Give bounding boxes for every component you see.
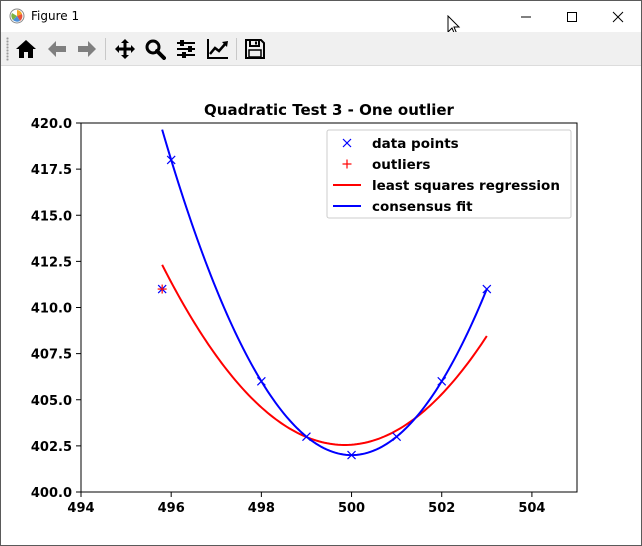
y-tick-label: 417.5: [31, 163, 72, 178]
legend: data points outliers least squares regress…: [326, 129, 572, 219]
data-point-marker: [482, 284, 492, 294]
subplots-button[interactable]: [173, 36, 199, 62]
toolbar-separator: [105, 38, 106, 60]
legend-label: least squares regression: [372, 178, 560, 194]
toolbar-grip[interactable]: [6, 37, 9, 61]
save-icon: [245, 39, 265, 59]
navigation-toolbar: [1, 32, 641, 66]
outlier-marker: [157, 284, 167, 294]
title-bar: Figure 1: [1, 1, 641, 32]
data-point-marker: [392, 432, 402, 442]
y-tick-label: 402.5: [31, 440, 72, 455]
y-tick-label: 400.0: [31, 486, 72, 501]
x-tick-label: 494: [67, 501, 94, 516]
fit-lines: [161, 129, 488, 457]
home-icon: [16, 40, 36, 58]
y-axis: 400.0 402.5 405.0 407.5 410.0 412.5 415.0 417.5…: [31, 117, 81, 501]
pan-button[interactable]: [112, 36, 138, 62]
pan-icon: [115, 39, 135, 59]
save-button[interactable]: [242, 36, 268, 62]
legend-entry: outliers: [342, 157, 430, 173]
y-tick-label: 407.5: [31, 348, 72, 363]
data-point-marker: [347, 450, 356, 460]
close-button[interactable]: [595, 1, 641, 32]
data-point-marker: [166, 155, 176, 165]
y-tick-label: 412.5: [31, 255, 72, 270]
minimize-button[interactable]: [503, 1, 549, 32]
home-button[interactable]: [13, 36, 39, 62]
x-tick-label: 504: [518, 501, 545, 516]
data-markers: [157, 155, 492, 460]
legend-entry: least squares regression: [333, 178, 560, 194]
toolbar-separator: [236, 38, 237, 60]
data-point-marker: [302, 432, 311, 442]
maximize-button[interactable]: [549, 1, 595, 32]
matplotlib-app-icon: [9, 8, 25, 24]
y-tick-label: 410.0: [31, 302, 72, 317]
close-icon: [612, 11, 624, 23]
x-tick-label: 500: [338, 501, 365, 516]
legend-marker-x: [342, 138, 352, 148]
window-title: Figure 1: [31, 9, 80, 23]
y-tick-label: 405.0: [31, 394, 72, 409]
minimize-icon: [521, 16, 531, 18]
chart[interactable]: Quadratic Test 3 - One outlier 494 496 498…: [1, 66, 641, 545]
legend-label: outliers: [372, 157, 430, 173]
customize-icon: [207, 39, 228, 59]
x-axis: 494 496 498 500 502 504: [67, 492, 545, 516]
zoom-icon: [145, 39, 166, 60]
least-squares-line: [161, 264, 488, 446]
legend-label: consensus fit: [372, 199, 473, 215]
x-tick-label: 496: [158, 501, 185, 516]
forward-button[interactable]: [74, 36, 100, 62]
chart-title: Quadratic Test 3 - One outlier: [204, 101, 455, 119]
forward-arrow-icon: [78, 41, 96, 57]
legend-label: data points: [372, 136, 459, 152]
data-point-marker: [437, 376, 447, 386]
x-tick-label: 498: [248, 501, 275, 516]
data-point-marker: [256, 376, 266, 386]
y-tick-label: 420.0: [31, 117, 72, 132]
customize-button[interactable]: [205, 36, 231, 62]
legend-entry: data points: [342, 136, 459, 152]
consensus-fit-line: [161, 129, 488, 457]
legend-box: [326, 129, 572, 219]
subplots-icon: [177, 40, 195, 58]
maximize-icon: [567, 12, 577, 22]
y-tick-label: 415.0: [31, 209, 72, 224]
zoom-button[interactable]: [142, 36, 168, 62]
x-tick-label: 502: [428, 501, 455, 516]
back-arrow-icon: [48, 41, 66, 57]
back-button[interactable]: [44, 36, 70, 62]
legend-entry: consensus fit: [333, 199, 473, 215]
figure-canvas[interactable]: Quadratic Test 3 - One outlier 494 496 498…: [1, 66, 641, 545]
